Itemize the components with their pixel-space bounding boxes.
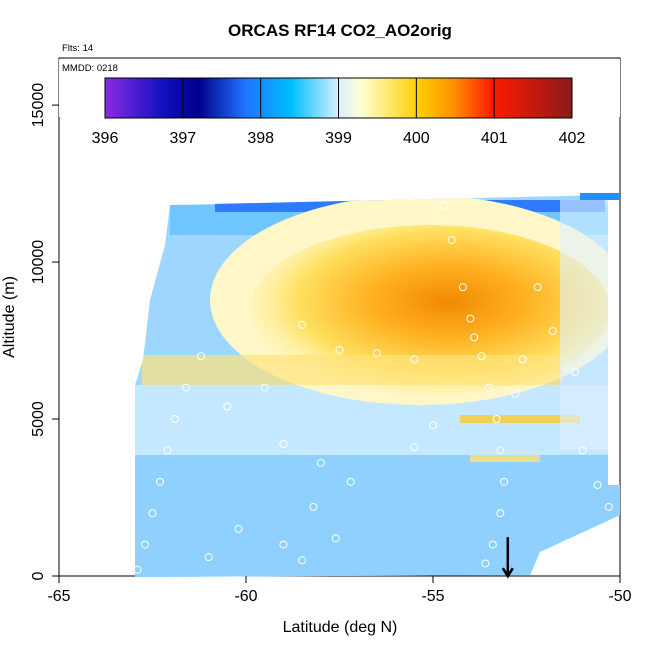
flight-track-point bbox=[417, 188, 426, 197]
flight-track-point bbox=[481, 559, 490, 568]
flight-track-point bbox=[268, 192, 277, 201]
x-axis-label: Latitude (deg N) bbox=[283, 619, 398, 636]
flight-track-point bbox=[335, 345, 344, 354]
co2-field bbox=[135, 195, 620, 577]
x-tick-label: -55 bbox=[421, 588, 444, 605]
flight-track-point bbox=[533, 283, 542, 292]
field-top-right-cap bbox=[580, 193, 620, 200]
flight-track-point bbox=[511, 389, 520, 398]
flight-track-point bbox=[354, 192, 363, 201]
flight-track-point bbox=[212, 192, 221, 201]
flight-track-point bbox=[279, 440, 288, 449]
chart-title: ORCAS RF14 CO2_AO2orig bbox=[228, 21, 452, 40]
y-tick-label: 15000 bbox=[30, 83, 47, 128]
x-tick-label: -50 bbox=[608, 588, 631, 605]
flight-track-point bbox=[316, 458, 325, 467]
flight-track-point bbox=[298, 192, 307, 201]
flight-track-point bbox=[470, 333, 479, 342]
colorbar-ticks: 396 397 398 399 400 401 402 bbox=[92, 78, 586, 147]
flight-track-point bbox=[410, 443, 419, 452]
flight-track-point bbox=[410, 355, 419, 364]
field-warm-streak-1 bbox=[460, 415, 580, 423]
colorbar: MMDD: 0218 396 397 398 399 400 401 402 bbox=[59, 59, 620, 147]
flight-track-point bbox=[496, 446, 505, 455]
flight-track-point bbox=[597, 182, 606, 191]
flight-track-point bbox=[571, 367, 580, 376]
flight-track-point bbox=[298, 556, 307, 565]
flight-track-point bbox=[141, 540, 150, 549]
flight-track-point bbox=[406, 192, 415, 201]
flight-track-point bbox=[380, 192, 389, 201]
flight-track-point bbox=[578, 182, 587, 191]
flight-track-point bbox=[331, 534, 340, 543]
flight-track-point bbox=[604, 502, 613, 511]
colorbar-tick-label: 402 bbox=[559, 130, 586, 147]
flight-track-point bbox=[578, 446, 587, 455]
colorbar-tick-label: 399 bbox=[325, 130, 352, 147]
flight-track-point bbox=[182, 383, 191, 392]
flight-track-point bbox=[163, 446, 172, 455]
x-tick-label: -65 bbox=[47, 588, 70, 605]
x-tick-label: -60 bbox=[234, 588, 257, 605]
flight-track-point bbox=[148, 509, 157, 518]
flight-track-point bbox=[372, 349, 381, 358]
colorbar-tick-label: 400 bbox=[403, 130, 430, 147]
flight-track-point bbox=[242, 192, 250, 201]
flight-track-point bbox=[440, 201, 449, 210]
colorbar-tick-label: 398 bbox=[247, 130, 274, 147]
flight-track-point bbox=[133, 565, 142, 574]
mmdd-label: MMDD: 0218 bbox=[62, 63, 118, 74]
x-axis: -65 -60 -55 -50 bbox=[47, 576, 632, 605]
flight-track-point bbox=[324, 192, 333, 201]
colorbar-tick-label: 396 bbox=[92, 130, 119, 147]
flight-track-point bbox=[488, 540, 497, 549]
flight-track-point bbox=[197, 352, 206, 361]
flight-track-point bbox=[593, 480, 602, 489]
y-tick-label: 0 bbox=[30, 571, 47, 580]
flight-track-point bbox=[492, 415, 501, 424]
y-axis-label: Altitude (m) bbox=[1, 276, 18, 358]
flight-track-point bbox=[234, 524, 243, 533]
flight-track-point bbox=[260, 383, 269, 392]
flight-track-point bbox=[298, 320, 307, 329]
flight-track-point bbox=[204, 553, 213, 562]
down-arrow-marker bbox=[501, 537, 514, 579]
flight-track-point bbox=[548, 327, 557, 336]
field-right-edge bbox=[560, 200, 610, 450]
flight-track-point bbox=[309, 502, 318, 511]
y-tick-label: 10000 bbox=[30, 240, 47, 285]
flight-track-point bbox=[477, 352, 486, 361]
field-warm-core bbox=[250, 225, 610, 395]
flight-track-point bbox=[458, 283, 467, 292]
flight-track-point bbox=[500, 477, 509, 486]
flight-track-point bbox=[361, 188, 370, 197]
flight-track-point bbox=[485, 383, 494, 392]
flights-label: Flts: 14 bbox=[62, 43, 93, 54]
y-axis: 0 5000 10000 15000 bbox=[30, 83, 59, 580]
flight-track-point bbox=[466, 314, 475, 323]
flight-track-point bbox=[496, 509, 505, 518]
flight-track-point bbox=[429, 421, 437, 430]
flight-track-point bbox=[223, 402, 232, 411]
y-tick-label: 5000 bbox=[30, 401, 47, 437]
flight-track-point bbox=[170, 415, 179, 424]
flight-track-point bbox=[346, 477, 355, 486]
flight-track bbox=[133, 182, 613, 574]
field-warm-layer bbox=[142, 355, 562, 385]
flight-track-point bbox=[155, 477, 164, 486]
flight-track-point bbox=[279, 540, 288, 549]
flight-track-point bbox=[518, 355, 527, 364]
colorbar-tick-label: 397 bbox=[169, 130, 196, 147]
flight-track-point bbox=[174, 195, 183, 204]
flight-track-point bbox=[447, 236, 456, 245]
field-warm-streak-2 bbox=[470, 455, 540, 462]
colorbar-tick-label: 401 bbox=[481, 130, 508, 147]
